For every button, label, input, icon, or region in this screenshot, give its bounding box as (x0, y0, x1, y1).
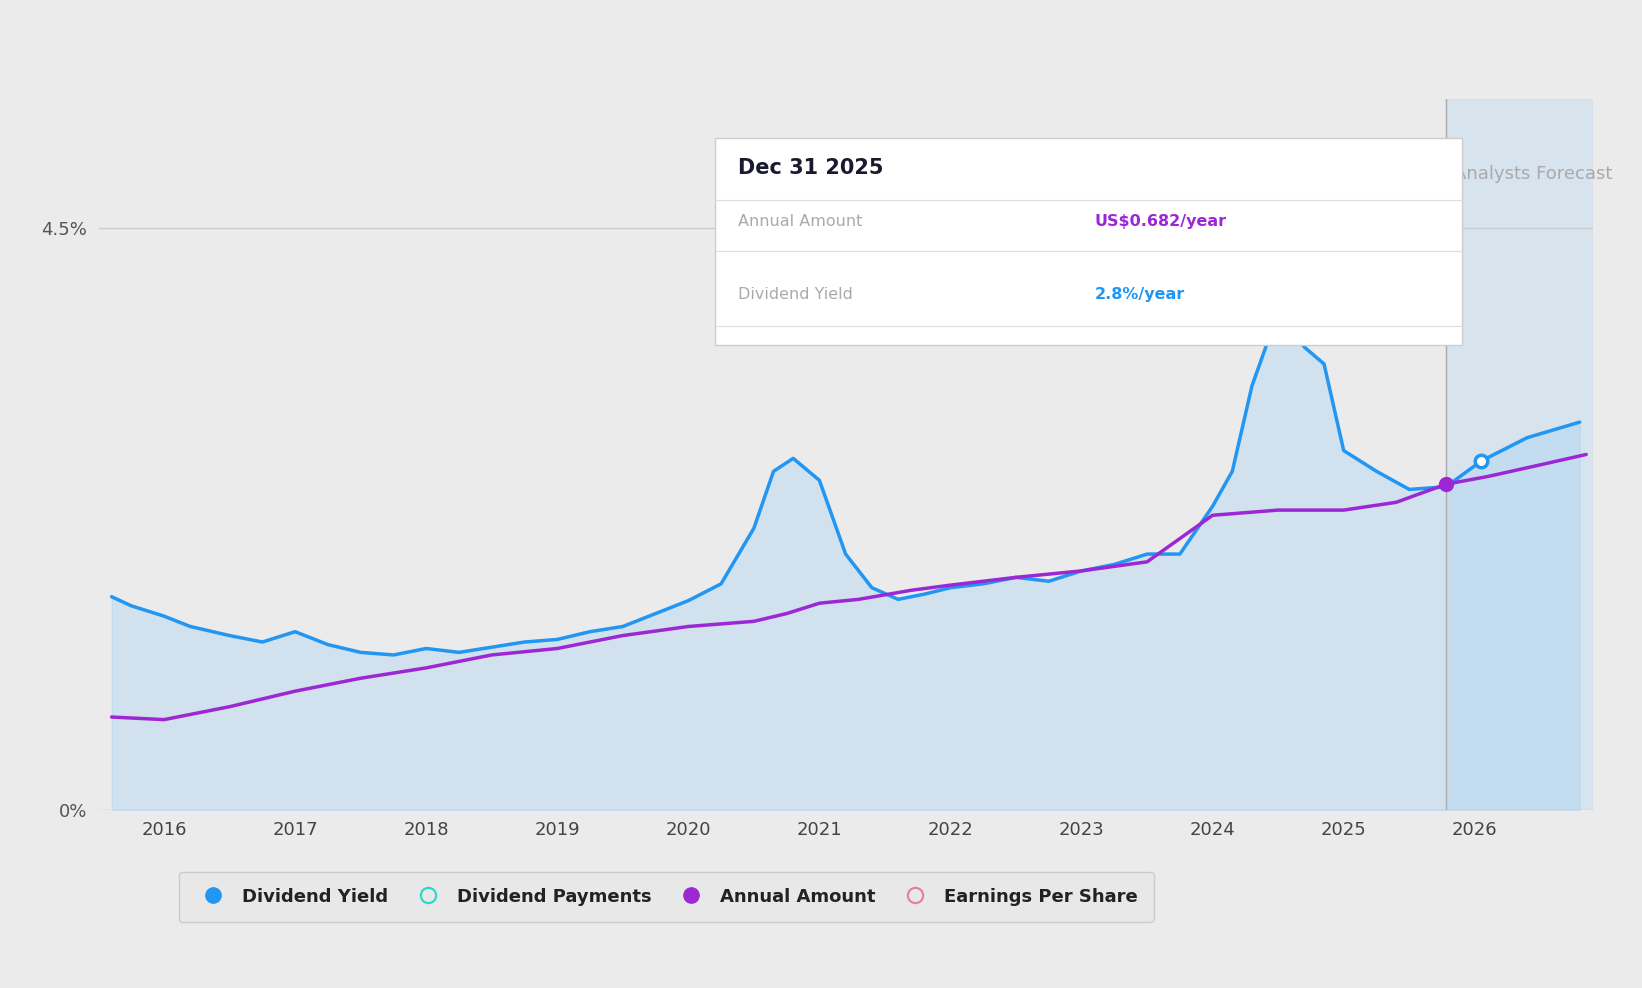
Legend: Dividend Yield, Dividend Payments, Annual Amount, Earnings Per Share: Dividend Yield, Dividend Payments, Annua… (179, 871, 1154, 922)
Bar (1447, 99, 1593, 810)
Text: Dec 31 2025: Dec 31 2025 (739, 158, 883, 178)
Text: Annual Amount: Annual Amount (739, 213, 862, 228)
Text: Past: Past (1394, 165, 1438, 183)
FancyBboxPatch shape (714, 137, 1461, 345)
Text: Analysts Forecast: Analysts Forecast (1455, 165, 1612, 183)
Text: 2.8%/year: 2.8%/year (1095, 288, 1186, 302)
Text: US$0.682/year: US$0.682/year (1095, 213, 1227, 228)
Text: Dividend Yield: Dividend Yield (739, 288, 854, 302)
